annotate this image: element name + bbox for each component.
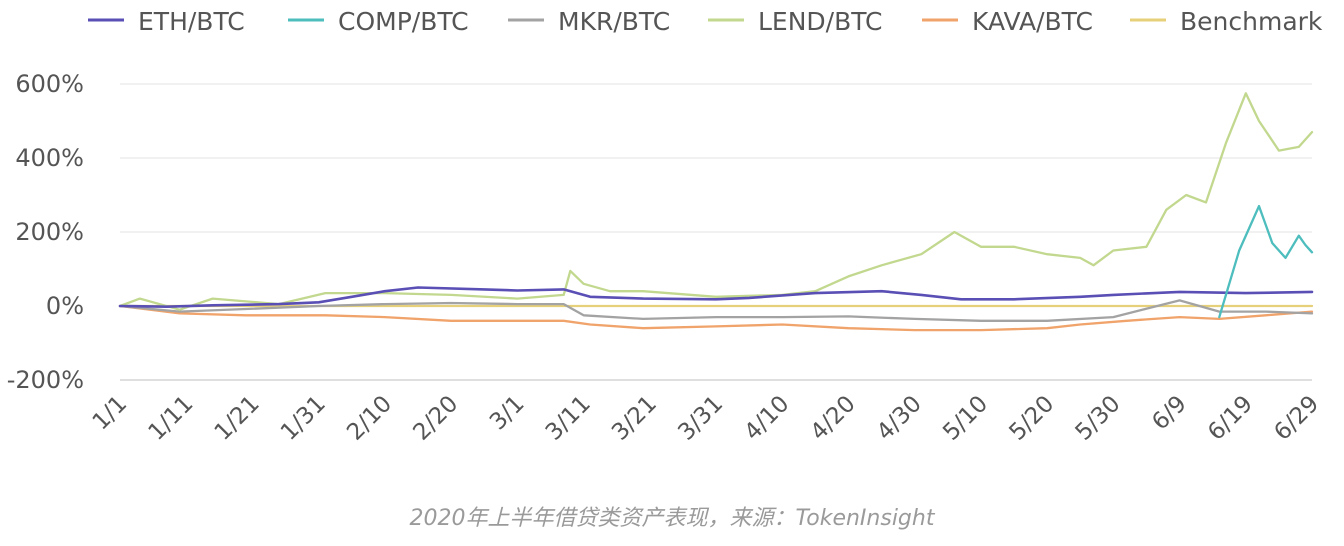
- series-line-comp-btc: [1218, 204, 1314, 319]
- chart-caption: 2020年上半年借贷类资产表现，来源：TokenInsight: [409, 506, 935, 531]
- x-tick-label: 3/1: [485, 391, 530, 436]
- series-line-eth-btc: [118, 286, 1314, 309]
- x-tick-label: 4/30: [872, 391, 927, 446]
- x-tick-label: 1/1: [88, 391, 133, 436]
- x-tick-label: 6/19: [1203, 391, 1258, 446]
- legend-label: ETH/BTC: [138, 7, 245, 36]
- legend: ETH/BTC COMP/BTC MKR/BTC LEND/BTC KAVA/BTC Be…: [88, 7, 1323, 36]
- grid-lines: [120, 83, 1312, 381]
- x-tick-label: 5/10: [938, 391, 993, 446]
- x-tick-label: 4/20: [806, 391, 861, 446]
- series-lines: [118, 92, 1314, 332]
- x-tick-label: 1/11: [144, 391, 199, 446]
- y-tick-label: 400%: [15, 144, 84, 172]
- x-tick-label: 2/20: [408, 391, 463, 446]
- y-tick-label: -200%: [7, 366, 84, 394]
- y-axis-ticks: -200% 0% 200% 400% 600%: [7, 70, 84, 394]
- legend-label: LEND/BTC: [758, 7, 883, 36]
- x-tick-label: 2/10: [342, 391, 397, 446]
- x-axis-ticks: 1/1 1/11 1/21 1/31 2/10 2/20 3/1 3/11 3/21 3/31 4/…: [88, 391, 1325, 446]
- legend-label: KAVA/BTC: [972, 7, 1093, 36]
- legend-label: MKR/BTC: [558, 7, 670, 36]
- x-tick-label: 3/11: [541, 391, 596, 446]
- x-tick-label: 3/21: [607, 391, 662, 446]
- x-tick-label: 5/20: [1004, 391, 1059, 446]
- series-line-mkr-btc: [118, 299, 1314, 322]
- x-tick-label: 6/29: [1269, 391, 1324, 446]
- x-tick-label: 6/9: [1147, 391, 1192, 436]
- x-tick-label: 4/10: [740, 391, 795, 446]
- series-line-lend-btc: [118, 92, 1314, 311]
- y-tick-label: 600%: [15, 70, 84, 98]
- y-tick-label: 200%: [15, 218, 84, 246]
- x-tick-label: 1/21: [210, 391, 265, 446]
- legend-label: COMP/BTC: [338, 7, 469, 36]
- x-tick-label: 5/30: [1071, 391, 1126, 446]
- y-tick-label: 0%: [46, 292, 84, 320]
- x-tick-label: 3/31: [673, 391, 728, 446]
- series-line-kava-btc: [118, 304, 1314, 332]
- x-tick-label: 1/31: [276, 391, 331, 446]
- legend-label: Benchmark: [1180, 7, 1323, 36]
